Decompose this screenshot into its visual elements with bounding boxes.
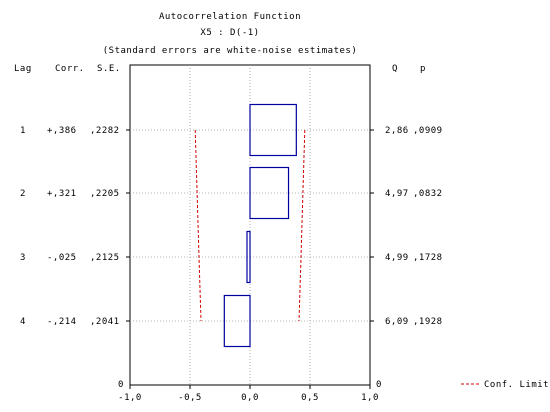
row-label-layer: 1 +,386 ,2282 2,86 ,0909 2 +,321 ,2205 4,97 ,0832… [20, 126, 443, 327]
correlation-bar [249, 103, 297, 157]
zero-q-label: 0 [376, 380, 382, 390]
row-se-label: ,2041 [90, 317, 120, 327]
zero-lag-label: 0 [118, 380, 124, 390]
row-corr-label: +,386 [47, 126, 77, 136]
x-tick-label: 1,0 [361, 393, 379, 403]
x-tick-layer: -1,0 -0,5 0,0 0,5 1,0 [118, 385, 379, 403]
row-p-label: ,0909 [413, 126, 443, 136]
legend: Conf. Limit [461, 380, 549, 390]
row-p-label: ,0832 [413, 189, 443, 199]
x-tick-label: -1,0 [118, 393, 142, 403]
conf-limit-upper [298, 129, 306, 322]
row-corr-label: -,025 [47, 253, 77, 263]
bar-layer [223, 103, 297, 348]
conf-limit-layer [194, 129, 306, 322]
row-lag-label: 2 [20, 189, 26, 199]
row-q-label: 2,86 [385, 126, 409, 136]
row-se-label: ,2125 [90, 253, 120, 263]
conf-limit-lower [194, 129, 202, 322]
chart-title: Autocorrelation Function [159, 12, 301, 22]
row-q-label: 4,99 [385, 253, 409, 263]
row-corr-label: -,214 [47, 317, 77, 327]
header-corr: Corr. [55, 64, 85, 74]
row-p-label: ,1928 [413, 317, 443, 327]
legend-conf-limit-label: Conf. Limit [484, 380, 549, 390]
row-lag-label: 4 [20, 317, 26, 327]
x-tick-label: 0,5 [301, 393, 319, 403]
row-se-label: ,2282 [90, 126, 120, 136]
header-se: S.E. [97, 64, 121, 74]
correlation-bar [223, 294, 251, 348]
row-se-label: ,2205 [90, 189, 120, 199]
row-p-label: ,1728 [413, 253, 443, 263]
row-q-label: 4,97 [385, 189, 409, 199]
chart-note: (Standard errors are white-noise estimat… [103, 46, 358, 56]
row-lag-label: 1 [20, 126, 26, 136]
header-q: Q [392, 64, 398, 74]
chart-subtitle: X5 : D(-1) [200, 28, 259, 38]
row-corr-label: +,321 [47, 189, 77, 199]
correlation-bar [249, 166, 290, 220]
x-tick-label: 0,0 [241, 393, 259, 403]
header-p: p [420, 64, 426, 74]
x-tick-label: -0,5 [178, 393, 202, 403]
correlation-bar [246, 230, 251, 284]
row-lag-label: 3 [20, 253, 26, 263]
row-q-label: 6,09 [385, 317, 409, 327]
header-lag: Lag [14, 64, 32, 74]
